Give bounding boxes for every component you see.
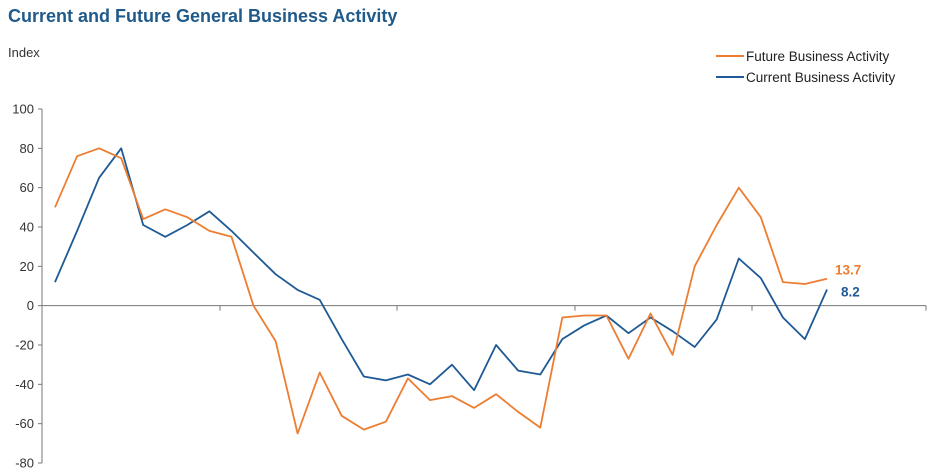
chart-title: Current and Future General Business Acti… — [8, 6, 398, 26]
y-tick-label: 100 — [12, 102, 34, 117]
series-line-current — [54, 147, 828, 392]
chart-axes — [41, 109, 927, 463]
end-value-label: 13.7 — [835, 263, 861, 278]
legend-entry: Current Business Activity — [746, 70, 896, 85]
y-tick-label: -40 — [15, 377, 34, 392]
y-axis-label: Index — [8, 45, 40, 60]
y-tick-label: 80 — [20, 141, 34, 156]
legend-entry: Future Business Activity — [746, 49, 890, 64]
y-tick-label: 0 — [27, 298, 34, 313]
y-tick-label: -20 — [15, 338, 34, 353]
y-tick-label: -80 — [15, 456, 34, 468]
y-tick-labels: 100 80 60 40 20 0 -20 -40 -60 -80 — [12, 102, 42, 468]
y-tick-label: 20 — [20, 259, 34, 274]
end-labels: 13.7 8.2 — [835, 263, 861, 300]
y-tick-label: -60 — [15, 416, 34, 431]
y-tick-label: 60 — [20, 180, 34, 195]
series-lines — [54, 147, 828, 435]
legend: Future Business Activity Current Business… — [716, 49, 896, 85]
y-tick-label: 40 — [20, 220, 34, 235]
end-value-label: 8.2 — [841, 285, 860, 300]
series-line-future — [54, 147, 828, 435]
